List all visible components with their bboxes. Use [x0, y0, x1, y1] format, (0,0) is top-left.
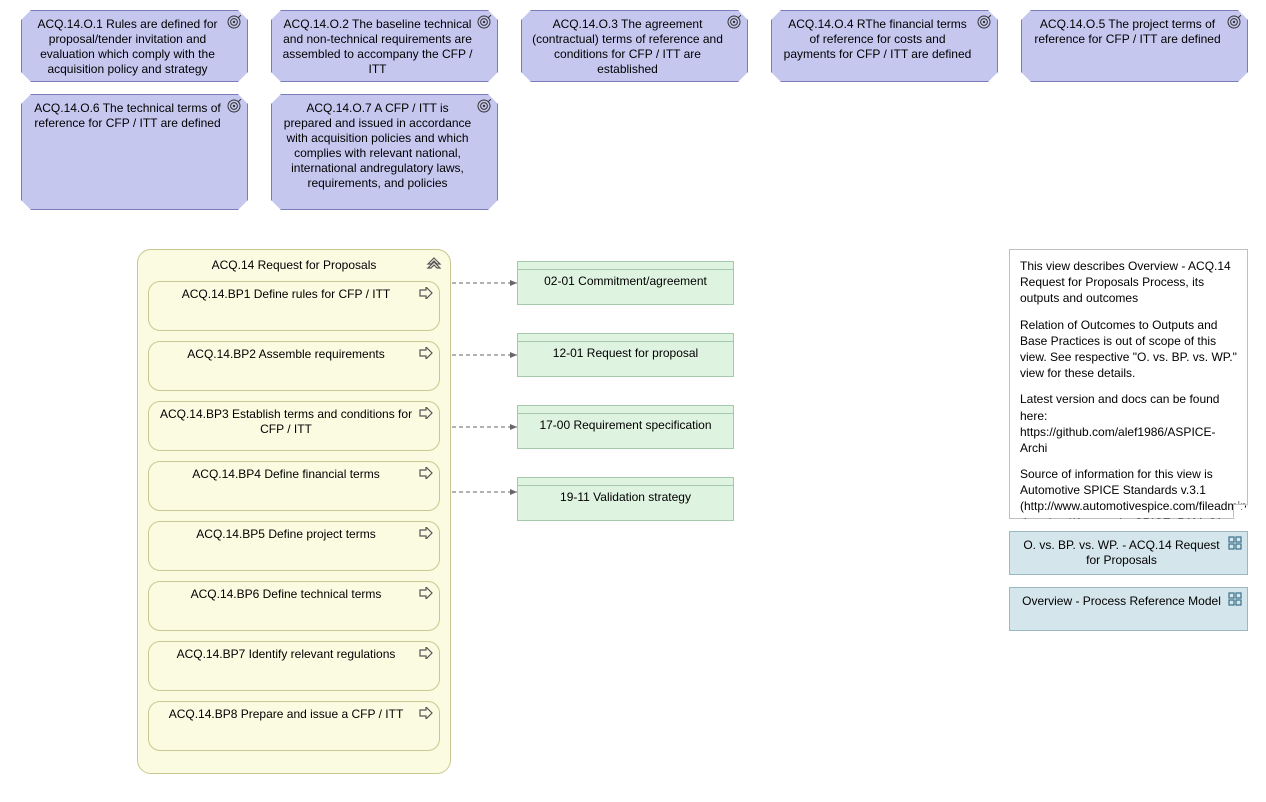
base-practice-bp6[interactable]: ACQ.14.BP6 Define technical terms — [148, 581, 440, 631]
outcome-o2[interactable]: ACQ.14.O.2 The baseline technical and no… — [271, 10, 498, 82]
outcome-text: ACQ.14.O.5 The project terms of referenc… — [1034, 17, 1220, 46]
target-icon — [477, 15, 491, 29]
process-title: ACQ.14 Request for Proposals — [172, 258, 416, 273]
outcome-text: ACQ.14.O.2 The baseline technical and no… — [283, 17, 473, 76]
model-link-icon — [1228, 592, 1242, 606]
arrow-right-icon — [419, 707, 433, 719]
note-paragraph: This view describes Overview - ACQ.14 Re… — [1020, 258, 1237, 307]
base-practice-bp3[interactable]: ACQ.14.BP3 Establish terms and condition… — [148, 401, 440, 451]
wp-text: 17-00 Requirement specification — [539, 418, 711, 432]
base-practice-bp4[interactable]: ACQ.14.BP4 Define financial terms — [148, 461, 440, 511]
base-practice-bp1[interactable]: ACQ.14.BP1 Define rules for CFP / ITT — [148, 281, 440, 331]
link-card-lc1[interactable]: O. vs. BP. vs. WP. - ACQ.14 Request for … — [1009, 531, 1248, 575]
link-card-text: O. vs. BP. vs. WP. - ACQ.14 Request for … — [1023, 538, 1219, 567]
arrow-right-icon — [419, 287, 433, 299]
wp-text: 12-01 Request for proposal — [553, 346, 698, 360]
target-icon — [227, 15, 241, 29]
outcome-text: ACQ.14.O.6 The technical terms of refere… — [34, 101, 221, 130]
bp-text: ACQ.14.BP2 Assemble requirements — [187, 347, 384, 361]
outcome-o1[interactable]: ACQ.14.O.1 Rules are defined for proposa… — [21, 10, 248, 82]
process-acq14[interactable]: ACQ.14 Request for Proposals ACQ.14.BP1 … — [137, 249, 451, 774]
base-practice-bp2[interactable]: ACQ.14.BP2 Assemble requirements — [148, 341, 440, 391]
work-product-wp1[interactable]: 02-01 Commitment/agreement — [517, 261, 734, 305]
bp-text: ACQ.14.BP5 Define project terms — [196, 527, 375, 541]
base-practice-bp8[interactable]: ACQ.14.BP8 Prepare and issue a CFP / ITT — [148, 701, 440, 751]
wp-header-bar — [518, 262, 733, 270]
target-icon — [227, 99, 241, 113]
outcome-o3[interactable]: ACQ.14.O.3 The agreement (contractual) t… — [521, 10, 748, 82]
wp-text: 19-11 Validation strategy — [560, 490, 691, 504]
arrow-right-icon — [419, 467, 433, 479]
bp-text: ACQ.14.BP8 Prepare and issue a CFP / ITT — [169, 707, 404, 721]
work-product-wp2[interactable]: 12-01 Request for proposal — [517, 333, 734, 377]
outcome-o7[interactable]: ACQ.14.O.7 A CFP / ITT is prepared and i… — [271, 94, 498, 210]
arrow-right-icon — [419, 527, 433, 539]
outcome-o4[interactable]: ACQ.14.O.4 RThe financial terms of refer… — [771, 10, 998, 82]
diagram-canvas: ACQ.14.O.1 Rules are defined for proposa… — [0, 0, 1266, 802]
bp-text: ACQ.14.BP1 Define rules for CFP / ITT — [182, 287, 391, 301]
work-product-wp4[interactable]: 19-11 Validation strategy — [517, 477, 734, 521]
target-icon — [977, 15, 991, 29]
note-paragraph: Relation of Outcomes to Outputs and Base… — [1020, 317, 1237, 382]
bp-text: ACQ.14.BP4 Define financial terms — [192, 467, 379, 481]
arrow-right-icon — [419, 587, 433, 599]
model-link-icon — [1228, 536, 1242, 550]
link-card-lc2[interactable]: Overview - Process Reference Model — [1009, 587, 1248, 631]
outcome-text: ACQ.14.O.7 A CFP / ITT is prepared and i… — [284, 101, 471, 190]
note-paragraph: Source of information for this view is A… — [1020, 466, 1237, 531]
wp-header-bar — [518, 406, 733, 414]
target-icon — [1227, 15, 1241, 29]
bp-text: ACQ.14.BP6 Define technical terms — [191, 587, 382, 601]
link-card-text: Overview - Process Reference Model — [1022, 594, 1221, 608]
outcome-text: ACQ.14.O.4 RThe financial terms of refer… — [784, 17, 972, 61]
base-practice-bp7[interactable]: ACQ.14.BP7 Identify relevant regulations — [148, 641, 440, 691]
wp-text: 02-01 Commitment/agreement — [544, 274, 707, 288]
bp-text: ACQ.14.BP7 Identify relevant regulations — [177, 647, 396, 661]
work-product-wp3[interactable]: 17-00 Requirement specification — [517, 405, 734, 449]
arrow-right-icon — [419, 407, 433, 419]
arrow-right-icon — [419, 647, 433, 659]
wp-header-bar — [518, 334, 733, 342]
target-icon — [727, 15, 741, 29]
base-practice-bp5[interactable]: ACQ.14.BP5 Define project terms — [148, 521, 440, 571]
collapse-icon[interactable] — [426, 256, 442, 270]
description-note: This view describes Overview - ACQ.14 Re… — [1009, 249, 1248, 519]
arrow-right-icon — [419, 347, 433, 359]
outcome-o6[interactable]: ACQ.14.O.6 The technical terms of refere… — [21, 94, 248, 210]
bp-text: ACQ.14.BP3 Establish terms and condition… — [160, 407, 412, 436]
note-paragraph: Latest version and docs can be found her… — [1020, 391, 1237, 456]
wp-header-bar — [518, 478, 733, 486]
target-icon — [477, 99, 491, 113]
outcome-text: ACQ.14.O.3 The agreement (contractual) t… — [532, 17, 723, 76]
outcome-text: ACQ.14.O.1 Rules are defined for proposa… — [37, 17, 217, 76]
outcome-o5[interactable]: ACQ.14.O.5 The project terms of referenc… — [1021, 10, 1248, 82]
